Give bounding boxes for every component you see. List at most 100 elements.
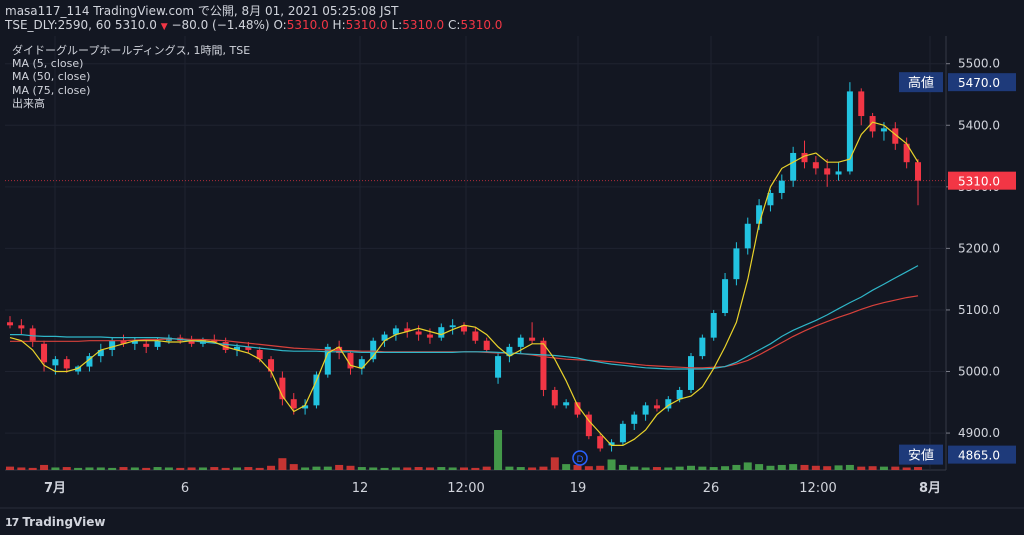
x-tick-label: 12:00: [799, 481, 836, 496]
candle-body: [131, 340, 138, 344]
candle-body: [302, 405, 309, 409]
volume-bar: [6, 466, 14, 470]
x-tick-label: 26: [703, 481, 720, 496]
candle-body: [370, 340, 377, 360]
candle-body: [245, 346, 252, 350]
volume-bar: [346, 465, 355, 470]
candle-body: [903, 143, 910, 163]
last-price-label-bg: [948, 171, 1016, 190]
volume-bar: [902, 467, 911, 470]
volume-bar: [766, 465, 775, 470]
volume-bar: [494, 430, 503, 470]
dividend-marker-label: D: [577, 455, 584, 465]
low-price-label-prefix: 安値: [908, 448, 934, 464]
candle-body: [234, 346, 240, 350]
volume-bar: [391, 467, 400, 470]
y-tick-label: 5000.0: [958, 365, 1000, 379]
volume-bar: [528, 467, 537, 470]
volume-bar: [267, 465, 276, 470]
publish-info: masa117_114 TradingView.com で公開, 8月 01, …: [5, 4, 399, 18]
volume-bar: [233, 467, 241, 470]
volume-bar: [142, 467, 151, 470]
volume-bar: [516, 467, 525, 470]
volume-bar: [573, 464, 582, 470]
candle-body: [347, 353, 354, 369]
tradingview-brand: TradingView: [22, 515, 106, 529]
volume-bar: [108, 467, 117, 470]
x-tick-label: 12:00: [447, 481, 484, 496]
candle-body: [154, 340, 161, 347]
candle-body: [665, 399, 672, 409]
volume-bar: [244, 467, 253, 470]
high-price-label: 5470.0: [958, 76, 1000, 90]
candle-body: [563, 402, 570, 406]
candle-body: [642, 405, 649, 415]
candle-body: [778, 180, 785, 193]
candle-body: [767, 192, 774, 206]
volume-bar: [312, 466, 321, 470]
candle-body: [710, 313, 717, 338]
volume-bar: [255, 467, 264, 470]
volume-bar: [414, 467, 423, 470]
candle-body: [358, 359, 365, 369]
volume-bar: [96, 467, 105, 470]
candle-body: [676, 389, 683, 400]
candle-body: [495, 356, 502, 378]
close-value: 5310.0: [460, 18, 503, 32]
candle-body: [653, 405, 660, 409]
volume-bar: [800, 464, 809, 470]
low-price-label-prefix-bg: [899, 444, 943, 465]
x-tick-label: 8月: [919, 481, 941, 496]
volume-bar: [278, 458, 287, 470]
low-value: 5310.0: [402, 18, 445, 32]
candle-body: [756, 205, 763, 224]
legend-ma5: MA (5, close): [12, 57, 84, 71]
volume-bar: [460, 467, 468, 470]
candle-body: [222, 341, 229, 350]
last-price-label: 5310.0: [958, 175, 1000, 189]
candle-body: [585, 414, 592, 437]
candle-body: [688, 356, 694, 390]
volume-bar: [357, 467, 366, 470]
high-price-label-prefix-bg: [899, 72, 943, 93]
y-tick-label: 5500.0: [958, 57, 1000, 71]
candle-body: [835, 171, 842, 175]
volume-bar: [85, 467, 94, 470]
volume-bar: [17, 467, 26, 470]
volume-bar: [221, 467, 230, 470]
volume-bar: [743, 462, 752, 470]
volume-bar: [607, 459, 616, 470]
volume-bar: [437, 467, 446, 470]
volume-bar: [119, 467, 128, 470]
candle-body: [52, 359, 59, 366]
volume-bar: [618, 464, 627, 470]
volume-bar: [425, 467, 434, 470]
candle-body: [631, 414, 638, 424]
candle-body: [722, 279, 729, 314]
volume-bar: [755, 464, 764, 470]
volume-bar: [28, 467, 37, 470]
volume-bar: [301, 467, 310, 470]
volume-bar: [914, 467, 922, 470]
volume-bar: [153, 467, 162, 470]
candle-body: [597, 436, 604, 449]
volume-bar: [550, 457, 559, 470]
volume-bar: [868, 466, 877, 470]
candle-body: [324, 346, 331, 375]
y-tick-label: 5400.0: [958, 118, 1000, 132]
symbol-info: TSE_DLY:2590, 60 5310.0: [5, 18, 157, 32]
candle-body: [517, 337, 524, 347]
candle-body: [97, 349, 104, 357]
open-value: 5310.0: [286, 18, 329, 32]
volume-bar: [403, 467, 412, 470]
candle-body: [574, 402, 581, 415]
volume-bar: [664, 467, 673, 470]
volume-bar: [562, 464, 571, 470]
candle-body: [699, 337, 706, 357]
volume-bar: [857, 466, 866, 470]
volume-bar: [482, 466, 491, 470]
high-value: 5310.0: [345, 18, 388, 32]
candle-body: [801, 152, 808, 163]
candle-body: [268, 359, 275, 372]
